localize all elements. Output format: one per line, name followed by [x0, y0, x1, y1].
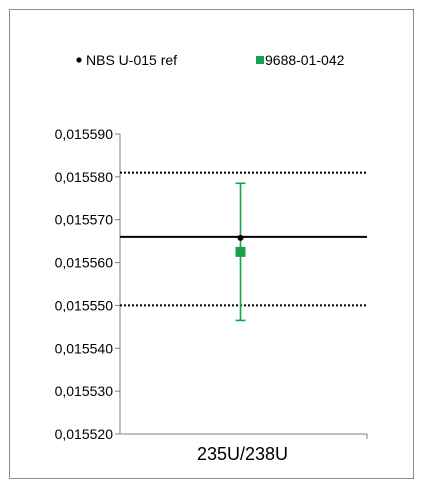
ref-point: [237, 234, 244, 241]
plot-area: [120, 171, 367, 322]
y-tick-label: 0,015540: [55, 340, 114, 356]
y-tick-label: 0,015590: [55, 126, 114, 142]
legend-ref-marker: [76, 57, 82, 63]
legend: NBS U-015 ref 9688-01-042: [76, 52, 345, 68]
x-category-label: 235U/238U: [197, 444, 288, 464]
legend-ref-label: NBS U-015 ref: [86, 52, 177, 68]
legend-sample-marker: [256, 56, 264, 64]
x-axis: 235U/238U: [120, 433, 368, 464]
y-tick-label: 0,015550: [55, 297, 114, 313]
y-tick-label: 0,015570: [55, 212, 114, 228]
legend-sample-label: 9688-01-042: [265, 52, 345, 68]
chart-frame: [9, 9, 414, 479]
sample-point: [235, 246, 246, 257]
y-tick-label: 0,015580: [55, 169, 114, 185]
y-axis: 0,015520 0,015530 0,015540 0,015550 0,015560…: [55, 126, 121, 442]
y-tick-label: 0,015530: [55, 383, 114, 399]
y-tick-label: 0,015520: [55, 426, 114, 442]
y-tick-label: 0,015560: [55, 255, 114, 271]
